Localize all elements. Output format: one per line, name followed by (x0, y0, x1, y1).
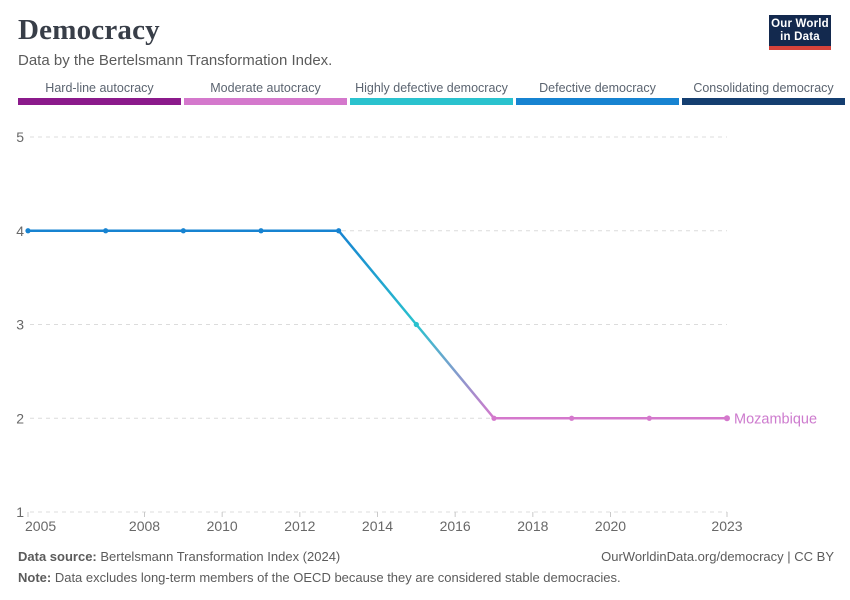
data-source: Data source: Bertelsmann Transformation … (18, 546, 340, 567)
x-tick-label-2012: 2012 (284, 518, 315, 534)
y-tick-label-1: 1 (16, 504, 24, 520)
x-tick-label-2023: 2023 (711, 518, 742, 534)
x-tick-label-2020: 2020 (595, 518, 626, 534)
legend-item-2: Moderate autocracy (184, 81, 347, 105)
legend-label: Highly defective democracy (355, 81, 508, 95)
owid-logo-line2: in Data (780, 31, 820, 43)
owid-logo[interactable]: Our World in Data (769, 15, 831, 50)
legend-color-band (18, 98, 181, 105)
legend-color-band (350, 98, 513, 105)
x-tick-label-2008: 2008 (129, 518, 160, 534)
data-point-2011[interactable] (258, 228, 264, 234)
legend-color-band (682, 98, 845, 105)
data-point-2013[interactable] (336, 228, 342, 234)
series-line-segment (415, 323, 496, 420)
legend-item-3: Highly defective democracy (350, 81, 513, 105)
chart-footer: Data source: Bertelsmann Transformation … (18, 546, 834, 588)
y-tick-label-2: 2 (16, 410, 24, 426)
x-tick-label-2014: 2014 (362, 518, 393, 534)
legend-color-band (184, 98, 347, 105)
legend-item-4: Defective democracy (516, 81, 679, 105)
legend-item-1: Hard-line autocracy (18, 81, 181, 105)
x-tick-label-2005: 2005 (25, 518, 56, 534)
legend-label: Defective democracy (539, 81, 656, 95)
data-point-2023[interactable] (724, 415, 730, 422)
data-point-2015[interactable] (413, 321, 419, 328)
legend-bands: Hard-line autocracy Moderate autocracy Hig… (18, 81, 845, 105)
data-point-2009[interactable] (180, 228, 186, 234)
owid-logo-line1: Our World (771, 18, 829, 30)
legend-label: Hard-line autocracy (45, 81, 154, 95)
page-subtitle: Data by the Bertelsmann Transformation I… (18, 52, 333, 69)
note: Note: Data excludes long-term members of… (18, 570, 621, 585)
y-tick-label-3: 3 (16, 317, 24, 333)
series-label[interactable]: Mozambique (734, 411, 817, 427)
x-tick-label-2018: 2018 (517, 518, 548, 534)
series-line-segment (337, 229, 418, 326)
data-point-2017[interactable] (491, 415, 497, 421)
note-text: Data excludes long-term members of the O… (51, 570, 621, 585)
y-tick-label-4: 4 (16, 223, 24, 239)
data-source-text: Bertelsmann Transformation Index (2024) (96, 549, 341, 564)
legend-color-band (516, 98, 679, 105)
owid-link[interactable]: OurWorldinData.org/democracy | CC BY (601, 549, 834, 564)
data-point-2019[interactable] (569, 415, 575, 421)
data-point-2005[interactable] (25, 228, 31, 234)
x-tick-label-2010: 2010 (207, 518, 238, 534)
legend-item-5: Consolidating democracy (682, 81, 845, 105)
data-point-2007[interactable] (103, 228, 109, 234)
page-title: Democracy (18, 14, 160, 46)
legend-label: Moderate autocracy (210, 81, 321, 95)
legend-label: Consolidating democracy (693, 81, 834, 95)
data-source-label: Data source: (18, 549, 97, 564)
data-point-2021[interactable] (646, 415, 652, 421)
note-label: Note: (18, 570, 52, 585)
x-tick-label-2016: 2016 (440, 518, 471, 534)
y-tick-label-5: 5 (16, 129, 24, 145)
